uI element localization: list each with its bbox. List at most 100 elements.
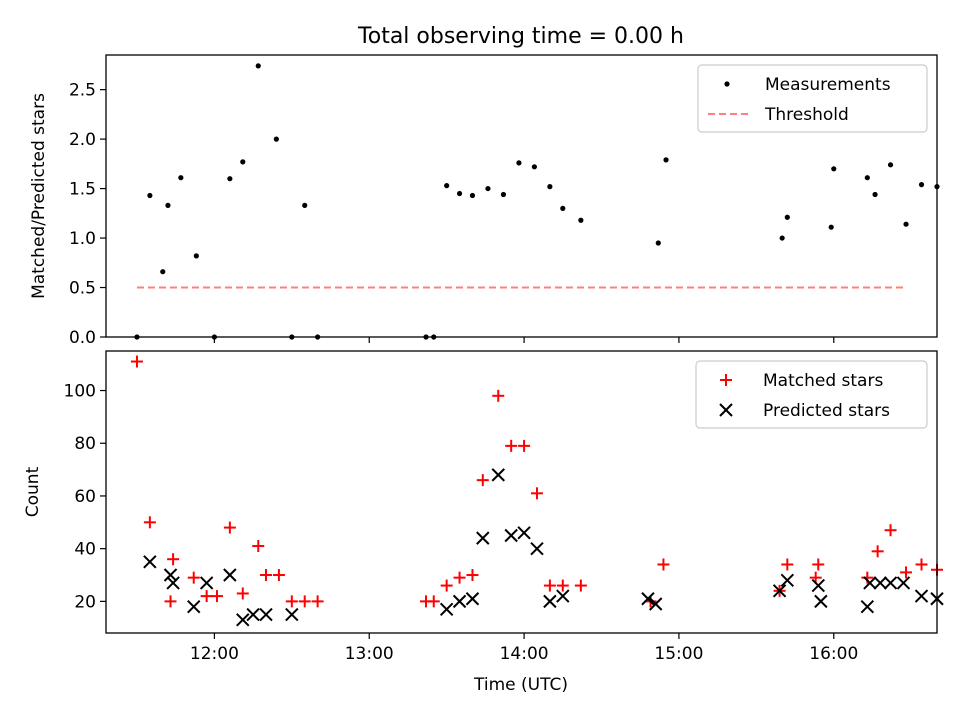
predicted-stars-point bbox=[914, 589, 929, 603]
matched-stars-point bbox=[200, 590, 213, 603]
measurements-point bbox=[516, 160, 522, 166]
matched-stars-point bbox=[298, 595, 311, 608]
matched-stars-point bbox=[518, 439, 531, 452]
bottom-y-tick-label: 80 bbox=[74, 434, 96, 454]
legend-marker-matched-stars bbox=[720, 374, 732, 386]
top-legend: Measurements Threshold bbox=[697, 64, 928, 133]
top-axis-ticks: 0.0 0.5 1.0 1.5 2.0 2.5 bbox=[69, 81, 835, 348]
measurements-point bbox=[500, 191, 507, 198]
matched-stars-point bbox=[453, 571, 466, 584]
predicted-stars-point bbox=[259, 607, 273, 622]
predicted-stars-point bbox=[896, 576, 911, 590]
measurements-point bbox=[578, 217, 584, 223]
top-y-tick-label: 0.0 bbox=[69, 328, 96, 348]
matched-stars-point bbox=[164, 595, 177, 608]
x-tick-label: 14:00 bbox=[500, 644, 549, 664]
matched-stars-point bbox=[311, 595, 324, 608]
predicted-stars-point bbox=[780, 573, 795, 587]
matched-stars-point bbox=[427, 595, 440, 608]
predicted-stars-point bbox=[811, 578, 825, 593]
matched-stars-point bbox=[285, 595, 298, 608]
top-y-tick-label: 1.0 bbox=[69, 229, 96, 249]
top-axes-frame bbox=[105, 54, 938, 338]
legend-marker-predicted-stars bbox=[719, 403, 733, 417]
top-y-tick-label: 1.5 bbox=[69, 180, 96, 200]
predicted-stars-point bbox=[883, 576, 898, 590]
predicted-stars-point bbox=[873, 576, 887, 590]
measurements-point bbox=[302, 202, 308, 208]
matched-stars-point bbox=[210, 590, 223, 603]
matched-stars-point bbox=[260, 569, 273, 582]
measurements-point bbox=[872, 191, 878, 198]
measurements-point bbox=[784, 214, 790, 220]
top-y-tick-label: 0.5 bbox=[69, 279, 96, 299]
predicted-stars-point bbox=[143, 555, 157, 569]
measurements-point bbox=[469, 192, 476, 199]
bottom-legend: Matched stars Predicted stars bbox=[695, 360, 928, 429]
predicted-stars-point bbox=[863, 576, 877, 590]
matched-stars-point bbox=[530, 487, 543, 500]
top-plot-area bbox=[134, 63, 940, 340]
matched-stars-point bbox=[900, 566, 913, 579]
x-tick-label: 12:00 bbox=[190, 644, 239, 664]
top-legend-box bbox=[697, 64, 928, 133]
measurements-point bbox=[255, 63, 261, 69]
x-tick-label: 15:00 bbox=[654, 644, 703, 664]
x-tick-label: 16:00 bbox=[809, 644, 858, 664]
bottom-y-tick-label: 20 bbox=[74, 592, 96, 612]
measurements-point bbox=[903, 221, 909, 227]
measurements-point bbox=[444, 183, 450, 189]
matched-stars-point bbox=[143, 516, 156, 529]
predicted-stars-point bbox=[465, 592, 480, 606]
matched-stars-point bbox=[130, 355, 143, 368]
measurements-point bbox=[560, 205, 566, 211]
predicted-stars-point bbox=[648, 597, 663, 611]
matched-stars-point bbox=[657, 558, 670, 571]
predicted-stars-point bbox=[163, 568, 178, 582]
measurements-point bbox=[779, 235, 785, 241]
predicted-stars-point bbox=[530, 541, 544, 556]
matched-stars-point bbox=[884, 524, 897, 537]
measurements-point bbox=[663, 157, 669, 163]
predicted-stars-point bbox=[491, 468, 505, 482]
measurements-point bbox=[165, 202, 171, 208]
measurements-point bbox=[485, 185, 491, 192]
matched-stars-point bbox=[466, 569, 479, 582]
predicted-stars-point bbox=[814, 594, 828, 609]
predicted-stars-point bbox=[452, 594, 467, 609]
top-y-axis-label: Matched/Predicted stars bbox=[29, 93, 49, 299]
predicted-stars-point bbox=[517, 526, 531, 540]
measurements-point bbox=[831, 166, 837, 172]
predicted-stars-point bbox=[166, 576, 180, 590]
measurements-point bbox=[547, 184, 553, 190]
legend-marker-measurements bbox=[724, 81, 730, 87]
predicted-stars-point bbox=[772, 584, 787, 598]
top-y-tick-label: 2.5 bbox=[69, 81, 96, 101]
x-tick-label: 13:00 bbox=[345, 644, 394, 664]
matched-stars-point bbox=[167, 553, 180, 566]
predicted-stars-point bbox=[860, 599, 875, 614]
matched-stars-point bbox=[505, 439, 518, 452]
matched-stars-point bbox=[556, 579, 569, 592]
predicted-stars-point bbox=[439, 602, 454, 616]
legend-label-predicted-stars: Predicted stars bbox=[763, 401, 890, 421]
predicted-stars-point bbox=[476, 531, 490, 545]
predicted-stars-point bbox=[285, 607, 299, 622]
measurements-point bbox=[240, 159, 246, 165]
matched-stars-point bbox=[223, 521, 236, 534]
measurements-point bbox=[655, 240, 661, 246]
measurements-point bbox=[147, 192, 153, 199]
chart-title: Total observing time = 0.00 h bbox=[357, 24, 684, 49]
measurements-point bbox=[828, 224, 834, 230]
measurements-point bbox=[456, 190, 463, 197]
measurements-point bbox=[273, 136, 279, 142]
measurements-point bbox=[918, 182, 925, 188]
top-panel: 0.0 0.5 1.0 1.5 2.0 2.5 Matched/Predicted sta… bbox=[29, 54, 940, 348]
bottom-y-tick-label: 60 bbox=[74, 487, 96, 507]
legend-label-threshold: Threshold bbox=[764, 105, 849, 125]
matched-stars-point bbox=[492, 389, 505, 402]
measurements-point bbox=[227, 176, 233, 182]
matched-stars-point bbox=[574, 579, 587, 592]
matched-stars-point bbox=[476, 474, 489, 487]
matched-stars-point bbox=[236, 587, 249, 600]
